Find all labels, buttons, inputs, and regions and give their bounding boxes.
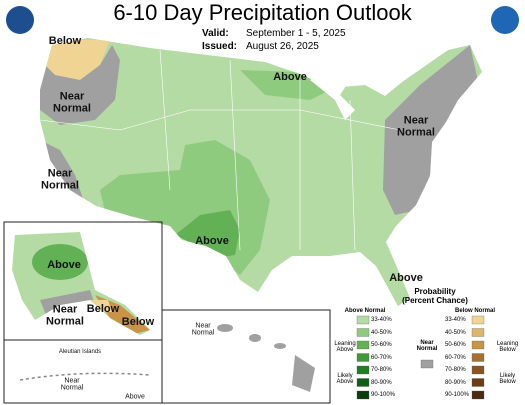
ak-above <box>32 244 88 280</box>
legend-swatch-above <box>356 378 370 387</box>
legend-level-above: 90-100% <box>371 392 396 398</box>
legend-swatch-above <box>356 315 370 325</box>
map-label: Near Normal <box>46 303 84 327</box>
legend-level-above: 50-60% <box>371 342 392 348</box>
map-label: Aleutian Islands <box>58 348 102 355</box>
region-near-nw <box>40 45 120 125</box>
map-label: Above <box>125 393 145 401</box>
legend-level-below: 70-80% <box>445 367 466 373</box>
legend-near: Near Normal <box>416 340 438 352</box>
legend-swatch-above <box>356 353 370 362</box>
map-label: Near Normal <box>60 377 84 392</box>
hawaii-box <box>161 309 331 404</box>
region-near-ne <box>383 45 480 215</box>
map-label: Above <box>273 71 307 84</box>
legend-level-below: 50-60% <box>445 342 466 348</box>
map-label: Near Normal <box>41 167 79 191</box>
great-lakes <box>310 70 355 120</box>
legend-swatch-above <box>356 390 370 400</box>
island <box>292 355 315 392</box>
legend-swatch-below <box>471 315 485 325</box>
map-label: Below <box>86 303 120 316</box>
legend-below: Below Normal <box>454 308 495 314</box>
issued-label: Issued: <box>202 41 238 52</box>
legend-swatch-below <box>471 353 485 362</box>
legend-level-below: 40-50% <box>445 329 466 336</box>
legend-level-below: 90-100% <box>445 392 470 398</box>
doc-logo <box>6 6 34 34</box>
valid-line: Valid: September 1 - 5, 2025 <box>202 28 346 39</box>
aleutians <box>19 372 151 381</box>
title: 6-10 Day Precipitation Outlook <box>113 0 412 25</box>
map-label: Above <box>195 235 229 248</box>
map-label: Below <box>121 316 155 329</box>
legend-swatch-near <box>420 359 434 369</box>
noaa-logo <box>491 6 519 34</box>
likely-above: Likely Above <box>336 373 354 385</box>
legend-swatch-above <box>356 328 370 337</box>
region-below <box>40 40 110 80</box>
leaning-below: Leaning Below <box>496 341 519 353</box>
leaning-above: Leaning Above <box>334 341 356 353</box>
map-label: Above <box>389 272 423 285</box>
legend-level-above: 60-70% <box>371 354 392 361</box>
state-lines <box>40 49 401 251</box>
legend-swatch-above <box>356 365 370 375</box>
map-label: Above <box>47 259 81 272</box>
island <box>274 343 286 349</box>
map-label: Near Normal <box>53 90 91 114</box>
legend-level-below: 80-90% <box>445 379 466 386</box>
legend-swatch-below <box>471 328 485 337</box>
island <box>217 324 233 332</box>
issued-line: Issued: August 26, 2025 <box>202 41 319 52</box>
legend-title: Probability (Percent Chance) <box>402 287 468 305</box>
issued: August 26, 2025 <box>246 41 319 52</box>
valid-label: Valid: <box>202 28 229 39</box>
map-label: Near Normal <box>397 114 435 138</box>
region-above-tx <box>175 210 240 258</box>
legend-level-above: 70-80% <box>371 367 392 373</box>
hawaii <box>217 324 315 392</box>
island <box>249 334 261 342</box>
legend-swatch-below <box>471 390 485 400</box>
map-label: Below <box>48 35 82 48</box>
legend-swatch-below <box>471 365 485 375</box>
legend-level-below: 33-40% <box>445 317 466 323</box>
legend-swatch-below <box>471 340 485 350</box>
legend-level-above: 80-90% <box>371 379 392 386</box>
legend-level-below: 60-70% <box>445 354 466 361</box>
legend-level-above: 40-50% <box>371 329 392 336</box>
legend-swatch-below <box>471 378 485 387</box>
map-label: Near Normal <box>191 322 215 337</box>
legend-level-above: 33-40% <box>371 317 392 323</box>
legend-above: Above Normal <box>344 308 386 314</box>
region-above-nc <box>240 70 330 100</box>
valid: September 1 - 5, 2025 <box>246 28 346 39</box>
legend-swatch-above <box>356 340 370 350</box>
likely-below: Likely Below <box>499 373 516 385</box>
